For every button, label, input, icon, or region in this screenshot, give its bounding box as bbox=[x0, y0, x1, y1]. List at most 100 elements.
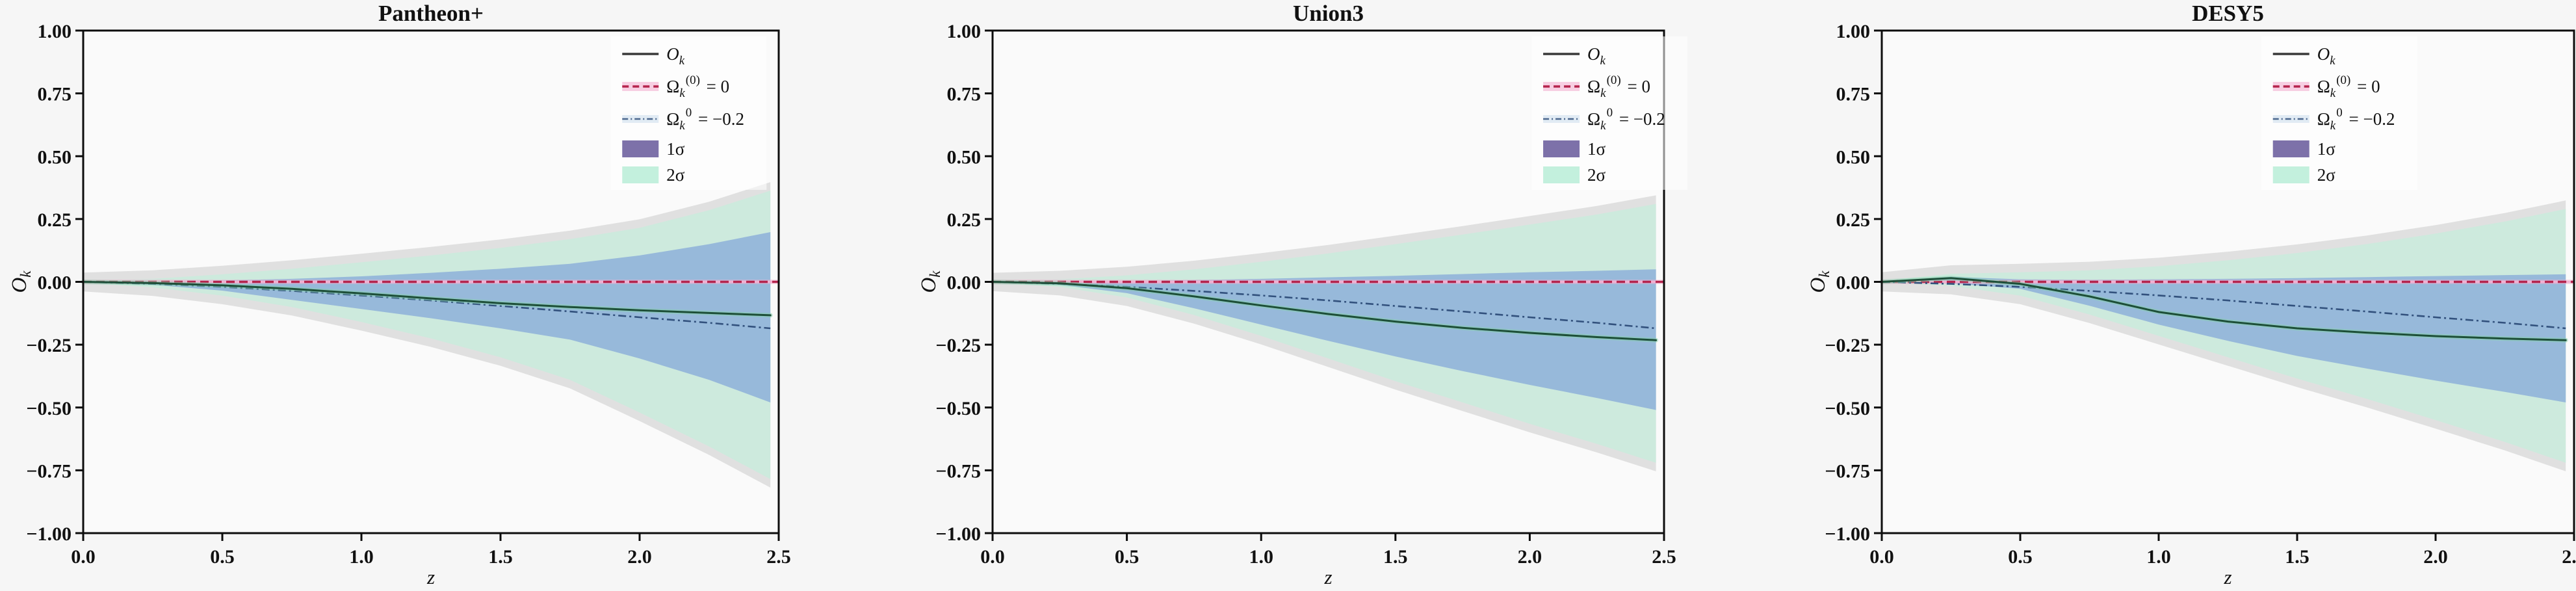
y-axis-label: Ok bbox=[8, 270, 34, 293]
y-tick-label: 0.25 bbox=[38, 209, 72, 231]
legend-label-band-1sigma: 1σ bbox=[1587, 139, 1606, 159]
legend-item-omega-zero-line: Ωk(0) = 0 bbox=[2272, 73, 2380, 100]
legend-pink-strip bbox=[622, 82, 659, 91]
x-tick-label: 2.5 bbox=[1652, 546, 1676, 568]
y-tick-label: 0.50 bbox=[1836, 146, 1871, 168]
curvature-model-line bbox=[992, 281, 1656, 330]
y-tick-label: 1.00 bbox=[947, 21, 982, 42]
legend: Ok Ωk(0) = 0 Ωk0 = −0.2 1σ 2σ bbox=[1543, 44, 1665, 185]
legend-2sigma-patch bbox=[622, 166, 659, 183]
legend-blue-strip bbox=[2272, 115, 2309, 123]
legend-item-omega-zero-line: Ωk(0) = 0 bbox=[1543, 73, 1650, 100]
x-tick-label: 2.0 bbox=[1518, 546, 1542, 568]
x-axis-label: z bbox=[426, 566, 435, 588]
legend-label-band-1sigma: 1σ bbox=[2317, 139, 2336, 159]
x-tick-label: 0.5 bbox=[210, 546, 235, 568]
y-tick-label: −0.75 bbox=[935, 460, 981, 482]
x-tick-label: 2.0 bbox=[2423, 546, 2448, 568]
legend-2sigma-patch bbox=[1543, 166, 1580, 183]
panel-title: DESY5 bbox=[2192, 1, 2264, 26]
legend-label-band-2sigma: 2σ bbox=[2317, 165, 2336, 185]
x-tick-label: 0.5 bbox=[1115, 546, 1139, 568]
legend-background bbox=[2261, 36, 2417, 190]
legend-pink-strip bbox=[1543, 82, 1580, 91]
chart-panel-pantheon-plus: 0.0 0.5 1.0 1.5 2.0 2.5 1.00 0.75 0.50 0.25 0.00 −0… bbox=[0, 0, 859, 591]
legend-label-band-2sigma: 2σ bbox=[1587, 165, 1606, 185]
chart-panel-union3: 0.0 0.5 1.0 1.5 2.0 2.5 1.00 0.75 0.50 0.25 0.00 −0… bbox=[859, 0, 1717, 591]
y-tick-label: −1.00 bbox=[26, 523, 72, 545]
y-axis-label: Ok bbox=[917, 270, 943, 293]
y-tick-label: 0.75 bbox=[1836, 84, 1871, 105]
y-tick-label: −0.50 bbox=[26, 398, 72, 419]
legend-item-omega-neg02-line: Ωk0 = −0.2 bbox=[1543, 106, 1665, 133]
y-tick-label: 0.75 bbox=[947, 84, 982, 105]
curvature-model-line bbox=[1881, 281, 2566, 330]
x-tick-label: 1.0 bbox=[2146, 546, 2171, 568]
x-tick-label: 0.0 bbox=[1869, 546, 1894, 568]
y-tick-label: 0.00 bbox=[38, 272, 72, 294]
legend-1sigma-patch bbox=[622, 140, 659, 157]
x-tick-label: 2.5 bbox=[766, 546, 791, 568]
legend-item-band-2sigma: 2σ bbox=[622, 165, 685, 185]
band-1sigma bbox=[993, 269, 1656, 410]
legend-label-ok-line: Ok bbox=[1587, 44, 1606, 68]
y-tick-label: 0.50 bbox=[947, 146, 982, 168]
legend-1sigma-patch bbox=[2272, 140, 2309, 157]
legend-item-omega-neg02-line: Ωk0 = −0.2 bbox=[622, 106, 744, 133]
legend-label-omega-zero-line: Ωk(0) = 0 bbox=[666, 73, 729, 100]
legend-item-band-2sigma: 2σ bbox=[1543, 165, 1606, 185]
band-1sigma bbox=[83, 232, 771, 402]
y-tick-label: −1.00 bbox=[1825, 523, 1870, 545]
legend-item-band-1sigma: 1σ bbox=[1543, 139, 1606, 159]
x-tick-label: 1.5 bbox=[488, 546, 513, 568]
legend-label-ok-line: Ok bbox=[2317, 44, 2336, 68]
ok-curve bbox=[82, 281, 772, 317]
y-tick-label: −0.50 bbox=[935, 398, 981, 419]
chart-panel-desy5: 0.0 0.5 1.0 1.5 2.0 2.5 1.00 0.75 0.50 0.25 0.00 −0… bbox=[1717, 0, 2576, 591]
legend-label-band-1sigma: 1σ bbox=[666, 139, 685, 159]
y-tick-label: 0.25 bbox=[1836, 209, 1871, 231]
y-tick-label: 1.00 bbox=[38, 21, 72, 42]
legend-2sigma-patch bbox=[2272, 166, 2309, 183]
legend-1sigma-patch bbox=[1543, 140, 1580, 157]
legend-label-omega-zero-line: Ωk(0) = 0 bbox=[2317, 73, 2380, 100]
y-tick-label: −0.25 bbox=[935, 335, 981, 356]
x-tick-label: 1.0 bbox=[349, 546, 374, 568]
y-tick-label: 0.75 bbox=[38, 84, 72, 105]
legend-label-omega-neg02-line: Ωk0 = −0.2 bbox=[1587, 106, 1665, 133]
legend-label-omega-zero-line: Ωk(0) = 0 bbox=[1587, 73, 1650, 100]
y-tick-label: −0.75 bbox=[26, 460, 72, 482]
x-tick-label: 2.0 bbox=[627, 546, 652, 568]
x-tick-label: 2.5 bbox=[2562, 546, 2576, 568]
ok-curve bbox=[991, 281, 1658, 341]
legend-label-ok-line: Ok bbox=[666, 44, 685, 68]
legend-background bbox=[1531, 36, 1688, 190]
y-tick-label: −0.75 bbox=[1825, 460, 1870, 482]
y-tick-label: −1.00 bbox=[935, 523, 981, 545]
band-1sigma bbox=[1882, 274, 2566, 402]
x-tick-label: 0.0 bbox=[71, 546, 96, 568]
legend-item-omega-zero-line: Ωk(0) = 0 bbox=[622, 73, 729, 100]
legend-item-ok-line: Ok bbox=[622, 44, 685, 68]
legend-label-omega-neg02-line: Ωk0 = −0.2 bbox=[666, 106, 744, 133]
legend-label-band-2sigma: 2σ bbox=[666, 165, 685, 185]
legend-label-omega-neg02-line: Ωk0 = −0.2 bbox=[2317, 106, 2395, 133]
legend-pink-strip bbox=[2272, 82, 2309, 91]
y-tick-label: 1.00 bbox=[1836, 21, 1871, 42]
x-tick-label: 0.0 bbox=[980, 546, 1005, 568]
y-tick-label: 0.00 bbox=[1836, 272, 1871, 294]
y-tick-label: 0.50 bbox=[38, 146, 72, 168]
legend: Ok Ωk(0) = 0 Ωk0 = −0.2 1σ 2σ bbox=[622, 44, 744, 185]
x-tick-label: 1.0 bbox=[1249, 546, 1273, 568]
legend-item-band-2sigma: 2σ bbox=[2272, 165, 2336, 185]
panel-title: Union3 bbox=[1293, 1, 1364, 26]
x-axis-label: z bbox=[2223, 566, 2231, 588]
ok-curve bbox=[1880, 277, 2567, 341]
x-tick-label: 1.5 bbox=[1383, 546, 1408, 568]
y-tick-label: −0.50 bbox=[1825, 398, 1870, 419]
legend-item-omega-neg02-line: Ωk0 = −0.2 bbox=[2272, 106, 2395, 133]
legend-item-band-1sigma: 1σ bbox=[622, 139, 685, 159]
y-tick-label: −0.25 bbox=[26, 335, 72, 356]
legend-item-ok-line: Ok bbox=[1543, 44, 1606, 68]
